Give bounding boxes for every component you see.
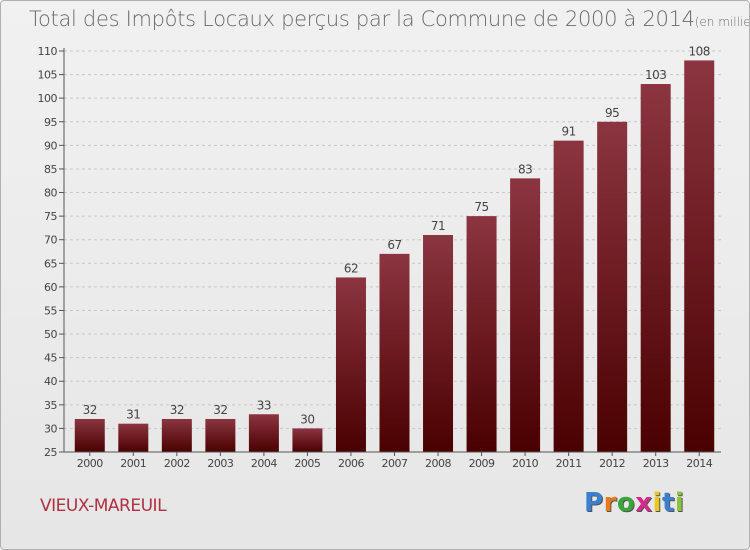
x-tick-label: 2003 <box>207 457 233 470</box>
bar-value-label: 32 <box>170 403 184 417</box>
bar-value-label: 108 <box>689 44 710 58</box>
y-tick-label: 110 <box>38 45 58 58</box>
bar-value-label: 62 <box>344 261 358 275</box>
y-tick-label: 50 <box>44 328 57 341</box>
y-tick-label: 70 <box>44 234 57 247</box>
proxiti-logo: Proxiti <box>584 488 684 518</box>
logo-letter: r <box>603 488 617 518</box>
y-tick-label: 95 <box>44 116 57 129</box>
logo-letter: i <box>652 488 662 518</box>
y-tick-label: 90 <box>44 139 57 152</box>
bar <box>423 234 454 452</box>
x-tick-label: 2005 <box>294 457 320 470</box>
x-tick-label: 2012 <box>599 457 625 470</box>
x-tick-label: 2004 <box>251 457 277 470</box>
y-tick-label: 80 <box>44 187 57 200</box>
y-tick-label: 60 <box>44 281 57 294</box>
bar <box>161 418 192 452</box>
logo-letter: t <box>661 488 675 518</box>
bar-value-label: 33 <box>257 398 271 412</box>
axes: 25 30 35 40 45 50 55 60 65 70 75 80 85 90 95 100 105 110 2… <box>38 45 721 470</box>
y-tick-label: 35 <box>44 399 57 412</box>
logo-letter: o <box>616 488 636 518</box>
y-tick-label: 55 <box>44 304 57 317</box>
bar-value-label: 95 <box>605 106 619 120</box>
bar <box>597 121 628 452</box>
chart-title-text: Total des Impôts Locaux perçus par la Co… <box>29 7 695 31</box>
bar-value-label: 32 <box>83 403 97 417</box>
bar <box>510 178 541 452</box>
bar-value-label: 83 <box>518 162 532 176</box>
y-tick-label: 25 <box>44 446 57 459</box>
logo-letter: x <box>635 488 653 518</box>
bar-value-label: 103 <box>645 68 666 82</box>
bar <box>684 60 715 452</box>
commune-name: VIEUX-MAREUIL <box>40 496 167 516</box>
logo-letter: P <box>584 488 604 518</box>
bar-value-label: 91 <box>561 125 575 139</box>
x-tick-label: 2000 <box>77 457 103 470</box>
bar <box>74 418 105 452</box>
logo-letter: i <box>674 488 685 518</box>
bar <box>205 418 236 452</box>
bar <box>118 423 149 452</box>
x-tick-label: 2009 <box>469 457 495 470</box>
y-tick-label: 100 <box>38 92 58 105</box>
y-tick-label: 40 <box>44 375 57 388</box>
bar <box>335 277 366 452</box>
y-tick-label: 30 <box>44 422 57 435</box>
bar-value-label: 30 <box>300 412 314 426</box>
bar-value-label: 75 <box>474 200 488 214</box>
bars: 32 31 32 32 33 30 62 67 71 75 83 91 95 103 108 <box>74 44 715 452</box>
bar <box>248 414 279 452</box>
x-tick-label: 2001 <box>120 457 146 470</box>
chart-title: Total des Impôts Locaux perçus par la Co… <box>29 7 750 31</box>
x-tick-label: 2007 <box>382 457 408 470</box>
x-tick-label: 2010 <box>512 457 538 470</box>
x-tick-label: 2014 <box>686 457 712 470</box>
x-tick-label: 2006 <box>338 457 364 470</box>
bar <box>379 253 410 452</box>
bar <box>640 84 671 452</box>
x-tick-label: 2002 <box>164 457 190 470</box>
bar-value-label: 71 <box>431 219 445 233</box>
bar <box>553 140 584 452</box>
bar <box>292 428 323 452</box>
chart-title-unit: (en milliers d'€) <box>694 15 750 29</box>
x-tick-label: 2008 <box>425 457 451 470</box>
x-tick-label: 2011 <box>556 457 582 470</box>
y-tick-label: 65 <box>44 257 57 270</box>
bar-value-label: 31 <box>126 408 140 422</box>
bar <box>466 216 497 452</box>
y-tick-label: 85 <box>44 163 57 176</box>
y-tick-label: 45 <box>44 352 57 365</box>
bar-value-label: 67 <box>387 238 401 252</box>
x-tick-label: 2013 <box>643 457 669 470</box>
y-tick-label: 75 <box>44 210 57 223</box>
bar-value-label: 32 <box>213 403 227 417</box>
y-tick-label: 105 <box>38 69 58 82</box>
